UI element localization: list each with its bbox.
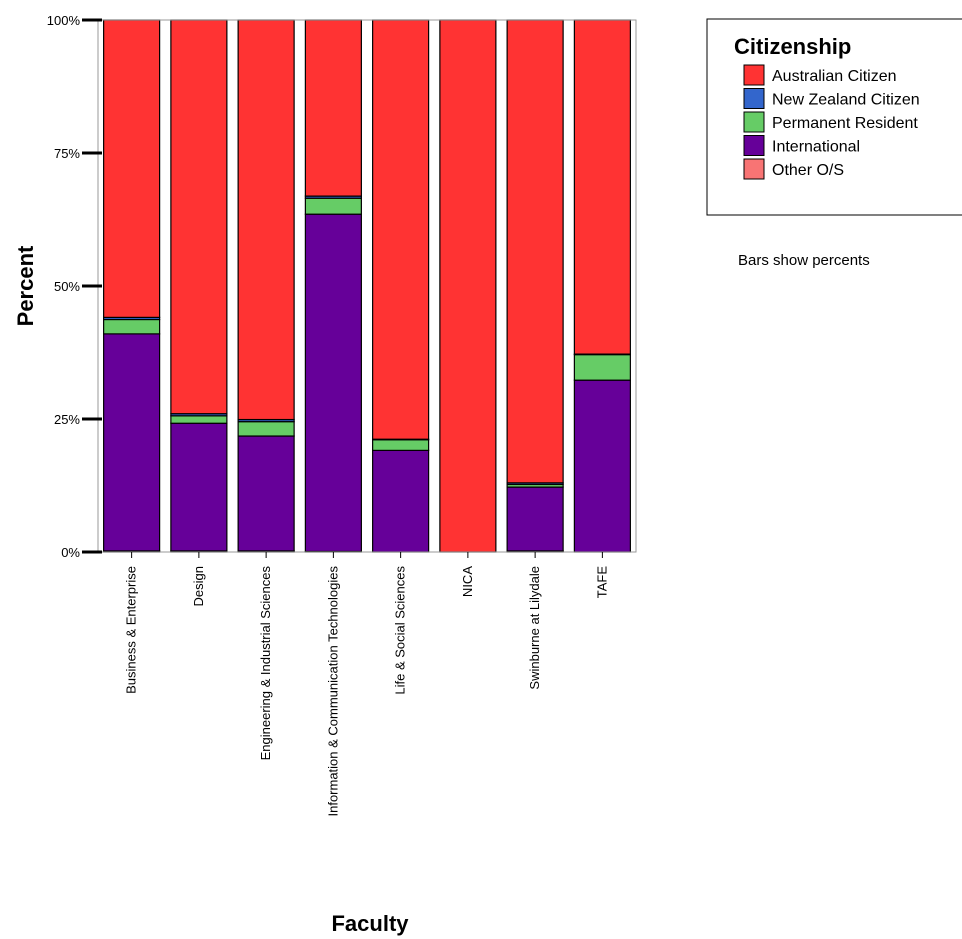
plot-area: [103, 19, 631, 553]
y-tick-label: 75%: [54, 146, 80, 161]
legend-swatch: [743, 158, 765, 180]
bar-segment: [573, 354, 631, 381]
legend-label: Australian Citizen: [772, 68, 897, 85]
legend-title: Citizenship: [734, 34, 851, 59]
x-tick-label: TAFE: [594, 566, 609, 599]
bar-segment: [237, 435, 295, 552]
y-axis-title: Percent: [13, 245, 38, 326]
bar-segment: [103, 318, 161, 335]
x-tick-label: Information & Communication Technologies: [325, 566, 340, 817]
x-tick-label: Life & Social Sciences: [393, 566, 408, 695]
y-tick-label: 50%: [54, 279, 80, 294]
legend-swatch: [743, 88, 765, 109]
bar-segment: [304, 213, 362, 553]
legend-label: Other O/S: [772, 162, 844, 179]
x-tick-label: Design: [191, 566, 206, 606]
x-axis-title: Faculty: [331, 911, 409, 936]
x-tick-label: Swinburne at Lilydale: [527, 566, 542, 690]
legend-swatch: [743, 135, 765, 156]
bar-segment: [506, 486, 564, 552]
bar-segment: [237, 19, 295, 421]
x-tick-label: Engineering & Industrial Sciences: [258, 566, 273, 761]
legend-entries: Australian Citizen New Zealand Citizen Per…: [743, 64, 920, 180]
bar-segment: [372, 19, 430, 440]
bar-segment: [506, 19, 564, 484]
bar-segment: [304, 197, 362, 215]
x-tick-label: NICA: [460, 566, 475, 597]
axes: Business & Enterprise Design Engineering &…: [47, 13, 637, 817]
y-tick-label: 25%: [54, 412, 80, 427]
bar-segment: [573, 19, 631, 355]
bar-segment: [103, 333, 161, 552]
legend-label: New Zealand Citizen: [772, 92, 920, 109]
bar-segment: [304, 19, 362, 197]
bar-segment: [372, 439, 430, 451]
legend-label: International: [772, 139, 860, 156]
legend-label: Permanent Resident: [772, 115, 918, 132]
y-tick-label: 0%: [61, 545, 80, 560]
legend-swatch: [743, 111, 765, 133]
legend-swatch: [743, 64, 765, 86]
legend: Citizenship Australian Citizen New Zealan…: [706, 18, 962, 216]
bar-segment: [103, 19, 161, 318]
bar-segment: [237, 421, 295, 437]
bar-segment: [573, 379, 631, 553]
bar-segment: [439, 19, 497, 553]
bar-segment: [170, 415, 228, 424]
chart-note: Bars show percents: [738, 252, 870, 269]
y-tick-label: 100%: [47, 13, 81, 28]
x-tick-label: Business & Enterprise: [124, 566, 139, 694]
bar-segment: [170, 19, 228, 415]
bar-segment: [170, 422, 228, 552]
bar-segment: [372, 449, 430, 553]
